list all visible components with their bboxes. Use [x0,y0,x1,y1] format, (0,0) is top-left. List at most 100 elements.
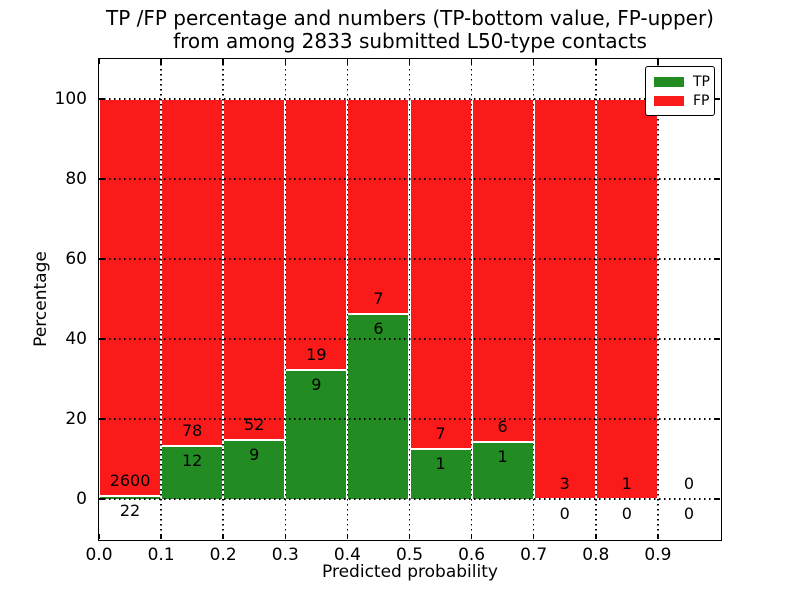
y-tick-label-0: 0 [76,489,87,509]
tp-count-label-0.6-0.7: 1 [497,446,508,466]
y-tick-right-20 [715,418,720,420]
chart-title-line2: from among 2833 submitted L50-type conta… [173,29,647,53]
gridline-v-0.4 [346,59,349,539]
x-tick-bottom-0.5 [408,534,411,539]
tp-count-label-0-0.1: 22 [119,500,141,520]
bar-fp-0-0.1 [99,99,162,496]
fp-count-label-0.1-0.2: 78 [181,420,203,440]
tp-count-label-0.9-1: 0 [683,504,695,523]
x-tick-bottom-0.7 [532,534,535,539]
bar-fp-0.3-0.4 [285,99,348,371]
tp-count-label-0.2-0.3: 9 [249,445,260,464]
gridline-v-0.8 [595,59,597,539]
y-tick-label-40: 40 [65,329,87,349]
gridline-v-0.1 [160,59,162,539]
x-tick-label-0.4: 0.4 [333,545,361,565]
bar-fp-0.2-0.3 [223,99,286,440]
y-tick-right-80 [715,178,720,180]
tp-count-label-0.4-0.5: 6 [373,319,384,339]
x-tick-top-0.9 [657,59,659,64]
bar-fp-0.8-0.9 [595,99,658,499]
x-tick-bottom-0.4 [346,534,349,539]
gridline-v-0.9 [657,59,659,539]
x-tick-label-0.9: 0.9 [644,545,672,565]
fp-count-label-0.7-0.8: 3 [559,474,570,493]
x-tick-top-0.2 [222,59,224,64]
y-tick-left-100 [99,98,104,100]
bar-fp-0.7-0.8 [533,99,596,499]
legend-entry-tp: TP [654,72,710,91]
y-tick-right-40 [715,338,720,340]
y-tick-label-80: 80 [65,169,87,189]
y-tick-label-100: 100 [54,89,87,109]
tp-count-label-0.3-0.4: 9 [311,375,322,395]
x-tick-top-0.3 [284,59,287,64]
x-tick-bottom-0.0 [98,534,100,539]
x-tick-top-0.1 [160,59,162,64]
x-tick-label-0.7: 0.7 [520,545,548,565]
legend: TP FP [645,66,715,116]
y-tick-right-0 [715,498,720,500]
x-tick-top-0.8 [595,59,597,64]
bar-fp-0.1-0.2 [161,99,224,446]
x-tick-top-0.6 [470,59,473,64]
tp-count-label-0.1-0.2: 12 [181,450,203,470]
y-tick-label-20: 20 [65,409,87,429]
x-tick-label-0.3: 0.3 [271,545,299,565]
bar-fp-0.6-0.7 [471,99,534,442]
x-axis-label: Predicted probability [322,562,498,582]
x-tick-label-0.0: 0.0 [85,545,113,565]
tp-count-label-0.5-0.6: 1 [435,454,446,473]
x-tick-label-0.5: 0.5 [395,545,424,565]
gridline-v-0.7 [532,59,535,539]
tp-count-label-0.8-0.9: 0 [621,504,632,523]
legend-entry-fp: FP [654,91,710,110]
bar-fp-0.4-0.5 [347,99,410,315]
fp-count-label-0.3-0.4: 19 [306,345,327,365]
fp-count-label-0.2-0.3: 52 [244,415,265,434]
gridline-v-0.2 [222,59,224,539]
fp-count-label-0.9-1: 0 [683,474,695,493]
fp-count-label-0.5-0.6: 7 [435,424,446,443]
y-tick-left-40 [99,338,104,340]
gridline-v-0.6 [470,59,473,539]
y-tick-left-0 [99,498,104,500]
x-tick-top-0.7 [532,59,535,64]
plot-area: TP FP 0 20 40 60 80 100 0.0 0.1 0.2 0.3 0.4 0.5 0.6 0… [55,58,722,565]
legend-label-tp: TP [693,73,710,90]
x-tick-top-0.4 [346,59,349,64]
fp-count-label-0.6-0.7: 6 [497,416,508,436]
y-tick-left-80 [99,178,104,180]
x-tick-label-0.6: 0.6 [458,545,486,565]
y-tick-left-20 [99,418,104,420]
fp-count-label-0.8-0.9: 1 [621,474,632,493]
chart-title-line1: TP /FP percentage and numbers (TP-bottom… [106,6,714,30]
fp-color-swatch [654,95,684,106]
bar-tp-0.4-0.5 [347,314,410,499]
x-tick-label-0.2: 0.2 [209,545,237,565]
bar-tp-0.1-0.2 [161,445,224,499]
x-tick-top-0.0 [98,59,100,64]
fp-count-label-0-0.1: 2600 [109,470,151,490]
y-tick-right-60 [715,258,720,260]
x-tick-bottom-0.2 [222,534,224,539]
fp-count-label-0.4-0.5: 7 [373,289,384,309]
y-tick-left-60 [99,258,104,260]
gridline-v-0.3 [284,59,287,539]
x-tick-bottom-0.9 [657,534,659,539]
x-tick-bottom-0.6 [470,534,473,539]
x-tick-bottom-0.1 [160,534,162,539]
y-tick-label-60: 60 [65,249,87,269]
gridline-v-0.5 [408,59,411,539]
legend-label-fp: FP [693,92,710,109]
chart-title: TP /FP percentage and numbers (TP-bottom… [98,7,722,53]
x-tick-label-0.1: 0.1 [147,545,175,565]
y-tick-right-100 [715,98,720,100]
bar-tp-0.6-0.7 [471,441,534,499]
tp-color-swatch [654,76,684,87]
x-tick-label-0.8: 0.8 [582,545,610,565]
tp-count-label-0.7-0.8: 0 [559,504,570,523]
bar-fp-0.5-0.6 [409,99,472,449]
x-tick-top-0.5 [408,59,411,64]
